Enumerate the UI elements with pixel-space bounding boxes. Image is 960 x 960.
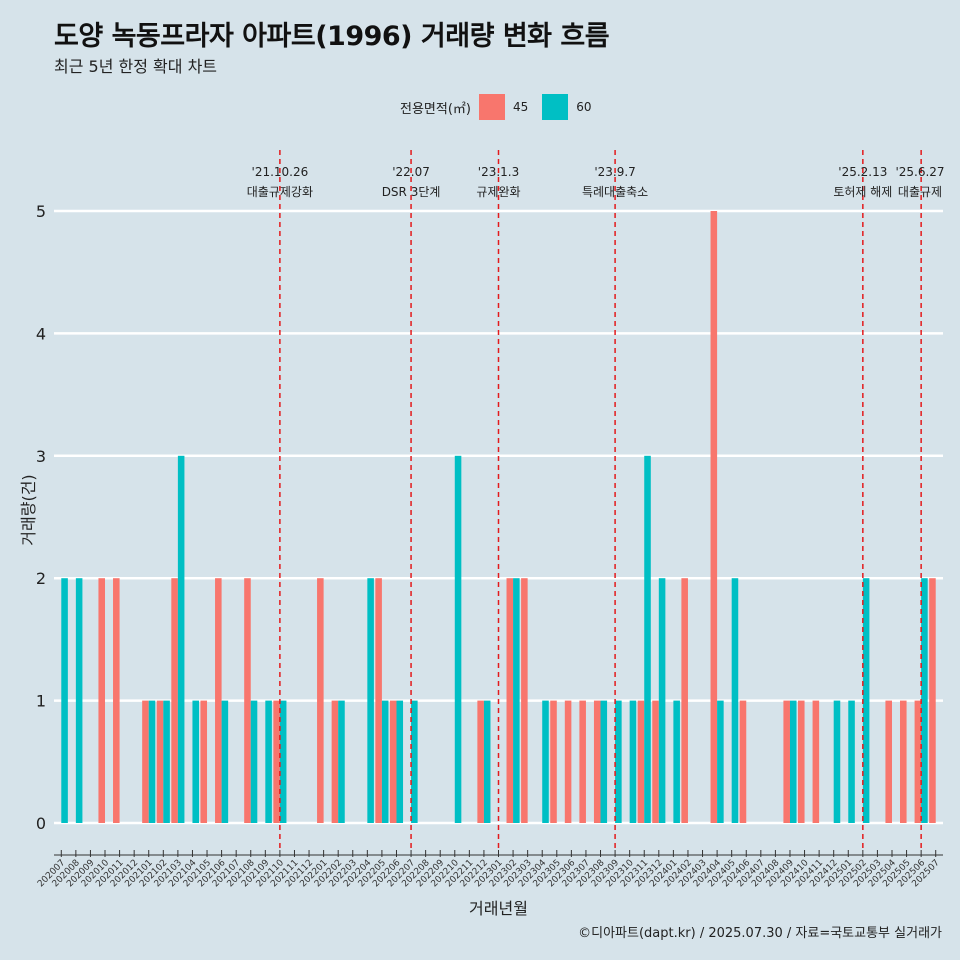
bar-60-202304 — [542, 700, 549, 823]
bar-45-202311 — [637, 700, 645, 823]
bar-45-202505 — [900, 700, 907, 823]
bar-60-202106 — [221, 700, 229, 823]
bar-60-202412 — [833, 700, 841, 823]
y-tick-label: 1 — [36, 692, 46, 711]
legend-key-60 — [542, 94, 569, 120]
bar-60-202401 — [673, 700, 680, 823]
x-axis-title: 거래년월 — [469, 899, 528, 918]
bar-45-202308 — [593, 700, 601, 823]
bar-60-202311 — [644, 455, 651, 823]
bar-60-202207 — [411, 700, 418, 823]
event-label-2: 규제완화 — [476, 185, 520, 199]
bar-60-202302 — [513, 578, 520, 823]
bar-45-202205 — [375, 578, 382, 823]
bar-45-202506 — [914, 700, 922, 823]
bar-60-202210 — [454, 455, 462, 823]
bar-45-202302 — [506, 578, 514, 823]
event-date-5: '25.6.27 — [895, 165, 944, 179]
bar-45-202108 — [244, 578, 251, 823]
bar-60-202312 — [658, 578, 666, 823]
bar-45-202102 — [156, 700, 164, 823]
bar-45-202410 — [797, 700, 805, 823]
bar-60-202205 — [381, 700, 389, 823]
bar-45-202307 — [579, 700, 586, 823]
legend-label-60: 60 — [576, 100, 592, 114]
bar-45-202105 — [200, 700, 208, 823]
bar-45-202212 — [477, 700, 484, 823]
chart-title: 도양 녹동프라자 아파트(1996) 거래량 변화 흐름 — [54, 21, 610, 52]
bar-45-202106 — [215, 578, 222, 823]
bar-45-202206 — [389, 700, 397, 823]
bar-60-202212 — [483, 700, 491, 823]
bar-60-202501 — [848, 700, 855, 823]
bar-60-202202 — [338, 700, 345, 823]
bar-45-202507 — [929, 578, 936, 823]
bar-60-202506 — [921, 578, 928, 823]
bar-60-202409 — [789, 700, 797, 823]
y-axis-title: 거래량(건) — [19, 474, 38, 545]
bar-60-202110 — [279, 700, 287, 823]
event-date-0: '21.10.26 — [252, 165, 309, 179]
bar-60-202008 — [75, 578, 83, 823]
event-date-3: '23.9.7 — [594, 165, 635, 179]
bar-60-202404 — [717, 700, 724, 823]
y-tick-label: 3 — [36, 447, 46, 466]
y-tick-label: 0 — [36, 814, 46, 833]
event-label-0: 대출규제강화 — [247, 185, 313, 199]
y-tick-label: 4 — [36, 324, 46, 343]
legend: 전용면적(㎡) 45 60 — [400, 94, 606, 120]
bar-60-202109 — [265, 700, 272, 823]
event-label-3: 특례대출축소 — [582, 185, 648, 199]
bar-60-202101 — [148, 700, 156, 823]
bar-60-202308 — [600, 700, 608, 823]
event-label-1: DSR 3단계 — [382, 185, 441, 199]
bar-45-202202 — [331, 700, 339, 823]
bar-45-202305 — [550, 700, 557, 823]
legend-label-45: 45 — [512, 100, 529, 114]
bar-45-202011 — [113, 578, 120, 823]
y-tick-label: 2 — [36, 569, 46, 588]
event-date-2: '23.1.3 — [478, 165, 519, 179]
chart-subtitle: 최근 5년 한정 확대 차트 — [54, 57, 218, 76]
bar-45-202402 — [681, 578, 688, 823]
bar-60-202206 — [396, 700, 404, 823]
bar-60-202405 — [731, 578, 739, 823]
bar-60-202310 — [629, 700, 637, 823]
y-tick-label: 5 — [36, 202, 46, 221]
bar-45-202312 — [652, 700, 659, 823]
event-label-4: 토허제 해제 — [833, 185, 892, 199]
bar-45-202010 — [98, 578, 106, 823]
event-date-4: '25.2.13 — [838, 165, 887, 179]
bar-60-202108 — [250, 700, 258, 823]
bar-45-202201 — [317, 578, 324, 823]
bar-60-202104 — [192, 700, 200, 823]
bar-60-202309 — [615, 700, 622, 823]
bar-45-202110 — [273, 700, 280, 823]
bar-45-202504 — [885, 700, 892, 823]
bar-60-202007 — [61, 578, 68, 823]
legend-title: 전용면적(㎡) — [400, 101, 471, 117]
event-date-1: '22.07 — [392, 165, 430, 179]
bar-45-202306 — [564, 700, 572, 823]
bar-60-202502 — [862, 578, 870, 823]
bar-45-202103 — [171, 578, 178, 823]
bar-60-202103 — [177, 455, 185, 823]
bar-45-202409 — [783, 700, 790, 823]
source-caption: ©디아파트(dapt.kr) / 2025.07.30 / 자료=국토교통부 실… — [578, 926, 942, 941]
bar-45-202303 — [521, 578, 528, 823]
legend-key-45 — [478, 94, 505, 120]
bar-60-202204 — [367, 578, 374, 823]
bar-60-202102 — [163, 700, 170, 823]
bar-45-202404 — [710, 211, 718, 823]
bar-45-202406 — [739, 700, 747, 823]
bar-45-202101 — [142, 700, 149, 823]
event-label-5: 대출규제 — [898, 185, 942, 199]
bar-45-202411 — [812, 700, 820, 823]
